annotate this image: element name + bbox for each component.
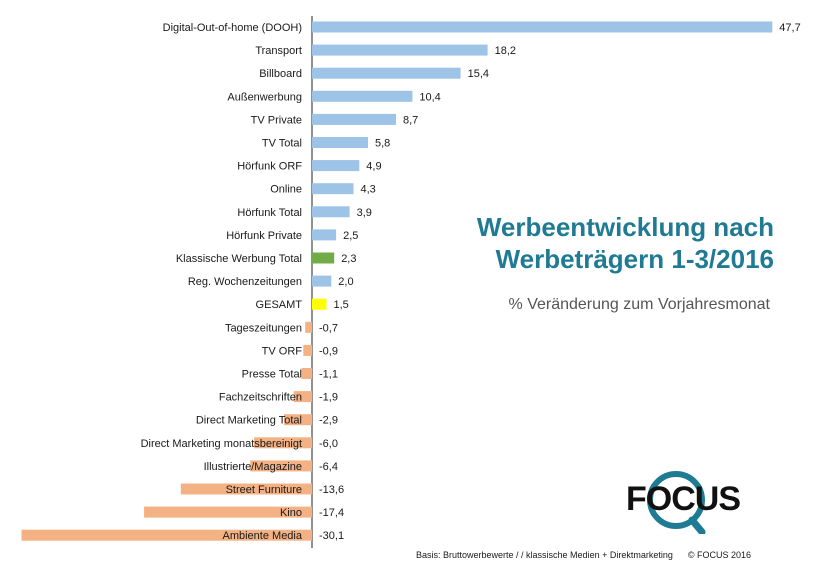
value-label: 8,7 xyxy=(403,114,418,126)
value-label: -2,9 xyxy=(319,415,338,427)
category-label: GESAMT xyxy=(256,299,303,311)
logo-magnifier-handle xyxy=(688,516,706,536)
value-label: 47,7 xyxy=(779,22,800,34)
bar-tageszeitungen xyxy=(305,321,312,333)
bar-au-enwerbung xyxy=(312,90,413,102)
value-label: -13,6 xyxy=(319,484,344,496)
bar-reg-wochenzeitungen xyxy=(312,275,332,287)
value-label: -6,4 xyxy=(319,461,338,473)
value-label: -0,9 xyxy=(319,345,338,357)
category-label: Ambiente Media xyxy=(223,530,303,542)
value-label: 18,2 xyxy=(495,45,516,57)
bar-online xyxy=(312,183,354,195)
value-label: 1,5 xyxy=(334,299,349,311)
category-label: Direct Marketing monatsbereinigt xyxy=(141,438,302,450)
bar-billboard xyxy=(312,67,461,79)
bar-direct-marketing-monatsbereinigt xyxy=(254,437,312,449)
bar-kino xyxy=(144,506,312,518)
chart-title-line-1: Werbeentwicklung nach xyxy=(476,212,774,242)
bar-presse-total xyxy=(301,368,312,379)
value-label: 2,5 xyxy=(343,230,358,242)
category-label: Digital-Out-of-home (DOOH) xyxy=(163,22,302,34)
category-label: Transport xyxy=(255,45,302,57)
category-label: Hörfunk Total xyxy=(237,207,302,219)
category-label: Klassische Werbung Total xyxy=(176,253,302,265)
bar-street-furniture xyxy=(180,483,312,495)
value-label: -17,4 xyxy=(319,507,344,519)
bar-transport xyxy=(312,44,488,56)
value-label: 15,4 xyxy=(468,68,489,80)
category-label: TV Total xyxy=(262,138,302,150)
value-label: 2,0 xyxy=(338,276,353,288)
footnote-basis: Basis: Bruttowerbewerte / / klassische M… xyxy=(416,550,673,560)
value-label: 5,8 xyxy=(375,138,390,150)
bar-tv-private xyxy=(312,113,396,125)
category-label: Hörfunk Private xyxy=(226,230,302,242)
category-label: Online xyxy=(270,184,302,196)
bar-tv-total xyxy=(312,137,368,148)
footnote-copyright: © FOCUS 2016 xyxy=(687,550,752,560)
value-label: -1,1 xyxy=(319,369,338,381)
bar-digital-out-of-home-dooh xyxy=(312,21,773,33)
logo-magnifier-ring xyxy=(647,471,705,529)
category-label: Kino xyxy=(280,507,302,519)
chart-title-line-2: Werbeträgern 1-3/2016 xyxy=(495,244,774,274)
category-label: TV Private xyxy=(251,114,302,126)
bar-h-rfunk-private xyxy=(312,229,337,241)
category-label: Billboard xyxy=(259,68,302,80)
category-label: TV ORF xyxy=(262,345,303,357)
category-label: Presse Total xyxy=(242,369,302,381)
category-label: Direct Marketing Total xyxy=(196,415,302,427)
value-label: -0,7 xyxy=(319,322,338,334)
bar-tv-orf xyxy=(303,344,312,356)
bar-illustrierte-magazine xyxy=(250,460,312,472)
value-label: -30,1 xyxy=(319,530,344,542)
chart-subtitle: % Veränderung zum Vorjahresmonat xyxy=(508,296,770,313)
value-label: 10,4 xyxy=(419,91,440,103)
bar-h-rfunk-total xyxy=(312,206,350,218)
logo-wordmark: FOCUS xyxy=(626,480,740,518)
value-label: -6,0 xyxy=(319,438,338,450)
value-label: 3,9 xyxy=(357,207,372,219)
category-label: Reg. Wochenzeitungen xyxy=(188,276,302,288)
value-label: 4,9 xyxy=(366,161,381,173)
bar-h-rfunk-orf xyxy=(312,160,360,172)
category-label: Außenwerbung xyxy=(227,91,302,103)
focus-logo: FOCUS xyxy=(622,462,780,536)
bar-gesamt xyxy=(312,298,327,310)
category-label: Tageszeitungen xyxy=(225,322,302,334)
category-label: Hörfunk ORF xyxy=(237,161,302,173)
category-label: Fachzeitschriften xyxy=(219,392,302,404)
bar-fachzeitschriften xyxy=(293,391,312,403)
category-label: Street Furniture xyxy=(226,484,302,496)
footnote: Basis: Bruttowerbewerte / / klassische M… xyxy=(416,550,751,560)
value-label: 2,3 xyxy=(341,253,356,265)
value-label: -1,9 xyxy=(319,392,338,404)
category-label: Illustrierte/Magazine xyxy=(204,461,302,473)
value-label: 4,3 xyxy=(361,184,376,196)
bar-ambiente-media xyxy=(21,529,312,541)
bar-direct-marketing-total xyxy=(284,414,312,426)
bar-klassische-werbung-total xyxy=(312,252,335,264)
